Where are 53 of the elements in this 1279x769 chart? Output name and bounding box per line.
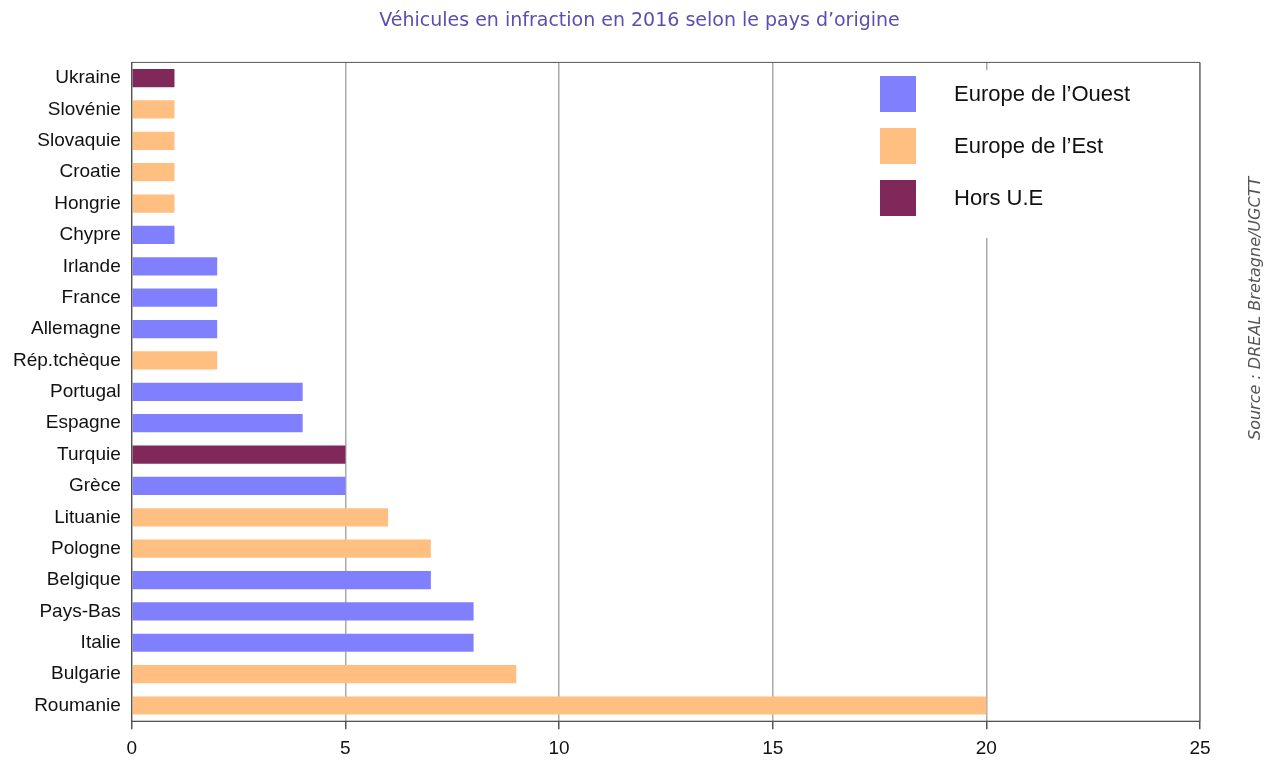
bar xyxy=(132,445,346,464)
x-tick-label: 0 xyxy=(126,736,138,758)
bar xyxy=(132,382,303,401)
legend-label: Europe de l’Ouest xyxy=(954,81,1131,107)
bar xyxy=(132,570,431,590)
y-tick-label: Croatie xyxy=(59,160,121,182)
y-tick-label: Irlande xyxy=(62,254,121,276)
y-tick-label: Pologne xyxy=(51,536,121,558)
y-tick-label: Allemagne xyxy=(30,317,121,339)
legend-label: Hors U.E xyxy=(954,185,1044,211)
y-tick-label: Espagne xyxy=(45,411,121,433)
bar xyxy=(132,225,175,245)
y-tick-label: Portugal xyxy=(49,380,121,402)
y-tick-label: Turquie xyxy=(57,442,121,464)
y-tick-label: Italie xyxy=(80,631,121,653)
y-tick-label: Belgique xyxy=(46,568,121,590)
y-tick-label: Slovénie xyxy=(47,97,121,119)
bar xyxy=(132,100,175,119)
x-tick-label: 15 xyxy=(762,736,784,758)
bar xyxy=(132,476,346,496)
bar xyxy=(132,414,303,433)
y-tick-label: Rép.tchèque xyxy=(13,348,121,370)
y-tick-label: Pays-Bas xyxy=(39,599,121,621)
legend-label: Europe de l’Est xyxy=(954,133,1104,159)
bar xyxy=(132,319,218,339)
bar xyxy=(132,508,389,527)
y-tick-label: Ukraine xyxy=(55,66,121,88)
y-tick-label: Lituanie xyxy=(54,505,121,527)
x-tick-label: 25 xyxy=(1189,736,1211,758)
bar xyxy=(132,257,218,276)
source-note: Source : DREAL Bretagne/UGCTT xyxy=(1245,176,1264,440)
bar xyxy=(132,539,431,558)
bar xyxy=(132,665,517,684)
bar xyxy=(132,194,175,213)
x-tick-label: 5 xyxy=(340,736,351,758)
y-tick-label: France xyxy=(61,285,121,307)
bar xyxy=(132,131,175,150)
y-tick-label: Slovaquie xyxy=(37,129,121,151)
bar xyxy=(132,288,218,307)
bar xyxy=(132,351,218,370)
chart-title: Véhicules en infraction en 2016 selon le pays d’origine xyxy=(378,8,901,30)
y-tick-label: Bulgarie xyxy=(51,662,121,684)
bar xyxy=(132,163,175,182)
x-tick-label: 20 xyxy=(975,736,997,758)
y-tick-label: Hongrie xyxy=(54,191,121,213)
bar xyxy=(132,602,474,621)
y-tick-label: Chypre xyxy=(59,223,121,245)
y-tick-label: Grèce xyxy=(69,474,121,496)
bar xyxy=(132,696,987,715)
x-tick-label: 10 xyxy=(548,736,570,758)
bar xyxy=(132,633,474,652)
bar xyxy=(132,68,175,88)
y-tick-label: Roumanie xyxy=(34,693,121,715)
